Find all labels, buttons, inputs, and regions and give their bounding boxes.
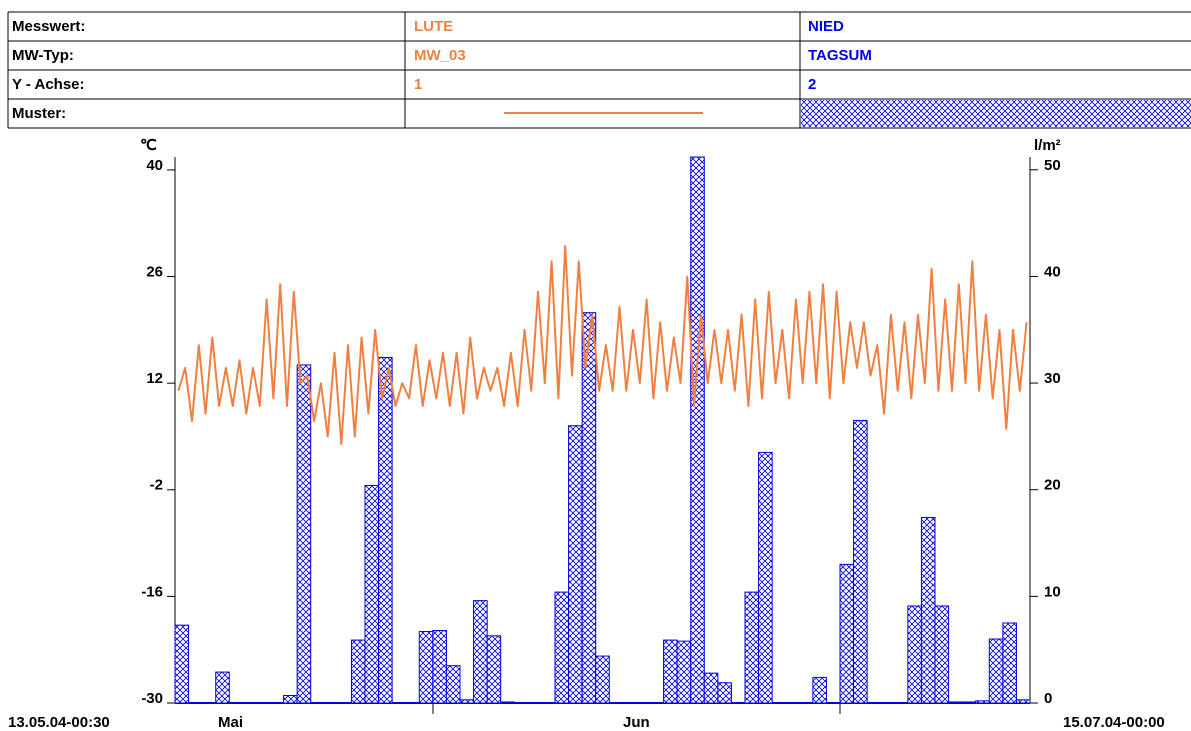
y2-tick-label: 50 [1044, 157, 1061, 174]
y2-tick-label: 20 [1044, 477, 1061, 494]
row-label: Y - Achse: [12, 76, 85, 93]
y2-tick-label: 40 [1044, 263, 1061, 280]
bar [500, 701, 515, 704]
series-name: LUTE [414, 18, 453, 35]
bar [581, 312, 597, 704]
bar [839, 563, 855, 704]
y-tick-label: 40 [146, 157, 163, 174]
bar [378, 356, 393, 704]
series-type: TAGSUM [808, 47, 872, 64]
series-type: MW_03 [414, 47, 466, 64]
bar-sample [801, 100, 1191, 127]
bar [717, 682, 732, 704]
y2-tick-label: 0 [1044, 690, 1052, 707]
bar [758, 451, 773, 704]
month-label: Mai [218, 714, 243, 731]
y-axis-label: ℃ [140, 137, 157, 154]
bar [853, 419, 868, 704]
bar [554, 591, 570, 704]
row-label: Messwert: [12, 18, 85, 35]
bar [690, 156, 705, 704]
bar [296, 364, 312, 704]
y-tick-label: -16 [141, 583, 163, 600]
bar [174, 624, 190, 704]
series-name: NIED [808, 18, 844, 35]
bar [961, 701, 977, 704]
bar [1002, 622, 1017, 704]
bar [445, 665, 461, 704]
bar [432, 629, 447, 704]
y-tick-label: -30 [141, 690, 163, 707]
bar [364, 484, 380, 704]
bar [418, 631, 434, 704]
y-tick-label: 12 [146, 370, 163, 387]
bar [934, 605, 950, 704]
bar [350, 639, 366, 704]
bar [1015, 699, 1031, 704]
bar [907, 605, 922, 704]
bar [568, 425, 583, 704]
bar [676, 640, 692, 704]
bar [459, 699, 475, 704]
bar [975, 700, 990, 704]
temperature-line [177, 245, 1028, 446]
bar [663, 639, 678, 704]
y-tick-label: -2 [150, 477, 163, 494]
row-label: MW-Typ: [12, 47, 74, 64]
y2-tick-label: 10 [1044, 583, 1061, 600]
bar [744, 591, 760, 704]
row-label: Muster: [12, 105, 66, 122]
bar [283, 695, 298, 704]
end-label: 15.07.04-00:00 [1063, 714, 1165, 731]
series-axis: 2 [808, 76, 816, 93]
bar [812, 676, 827, 704]
y2-tick-label: 30 [1044, 370, 1061, 387]
bar [486, 635, 502, 704]
bar [988, 638, 1004, 704]
legend-table: Messwert: MW-Typ: Y - Achse: Muster: LUT… [7, 11, 1191, 129]
bar [215, 671, 230, 704]
y2-axis-label: l/m² [1034, 137, 1061, 154]
bar [595, 655, 610, 704]
start-label: 13.05.04-00:30 [8, 714, 110, 731]
bar [920, 516, 936, 704]
bar [703, 672, 719, 704]
bar [948, 701, 963, 704]
y-tick-label: 26 [146, 264, 163, 281]
bar [473, 600, 488, 704]
month-label: Jun [623, 714, 650, 731]
series-axis: 1 [414, 76, 422, 93]
